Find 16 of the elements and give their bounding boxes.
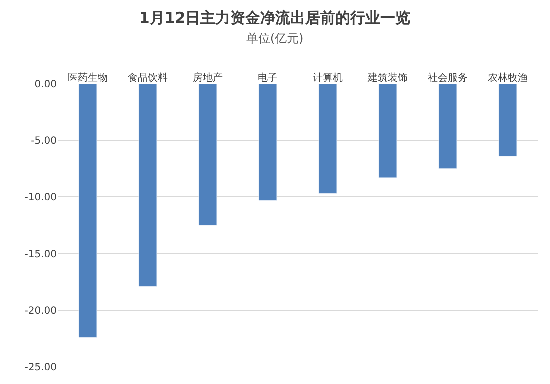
- chart-subtitle: 单位(亿元): [246, 32, 304, 46]
- x-tick-label: 食品饮料: [128, 72, 168, 84]
- x-tick-label: 计算机: [313, 72, 343, 84]
- y-tick-label: -25.00: [24, 362, 57, 374]
- y-tick-label: 0.00: [34, 80, 57, 90]
- chart-title: 1月12日主力资金净流出居前的行业一览: [139, 9, 411, 28]
- x-tick-label: 社会服务: [428, 72, 468, 84]
- x-tick-label: 农林牧渔: [488, 72, 528, 84]
- y-tick-label: -15.00: [24, 249, 57, 260]
- x-tick-label: 医药生物: [68, 72, 108, 84]
- x-tick-label: 电子: [258, 72, 278, 84]
- y-tick-label: -10.00: [24, 192, 57, 204]
- y-tick-label: -20.00: [24, 306, 57, 317]
- x-tick-label: 建筑装饰: [367, 72, 408, 84]
- x-tick-label: 房地产: [193, 72, 223, 84]
- y-tick-label: -5.00: [31, 136, 57, 148]
